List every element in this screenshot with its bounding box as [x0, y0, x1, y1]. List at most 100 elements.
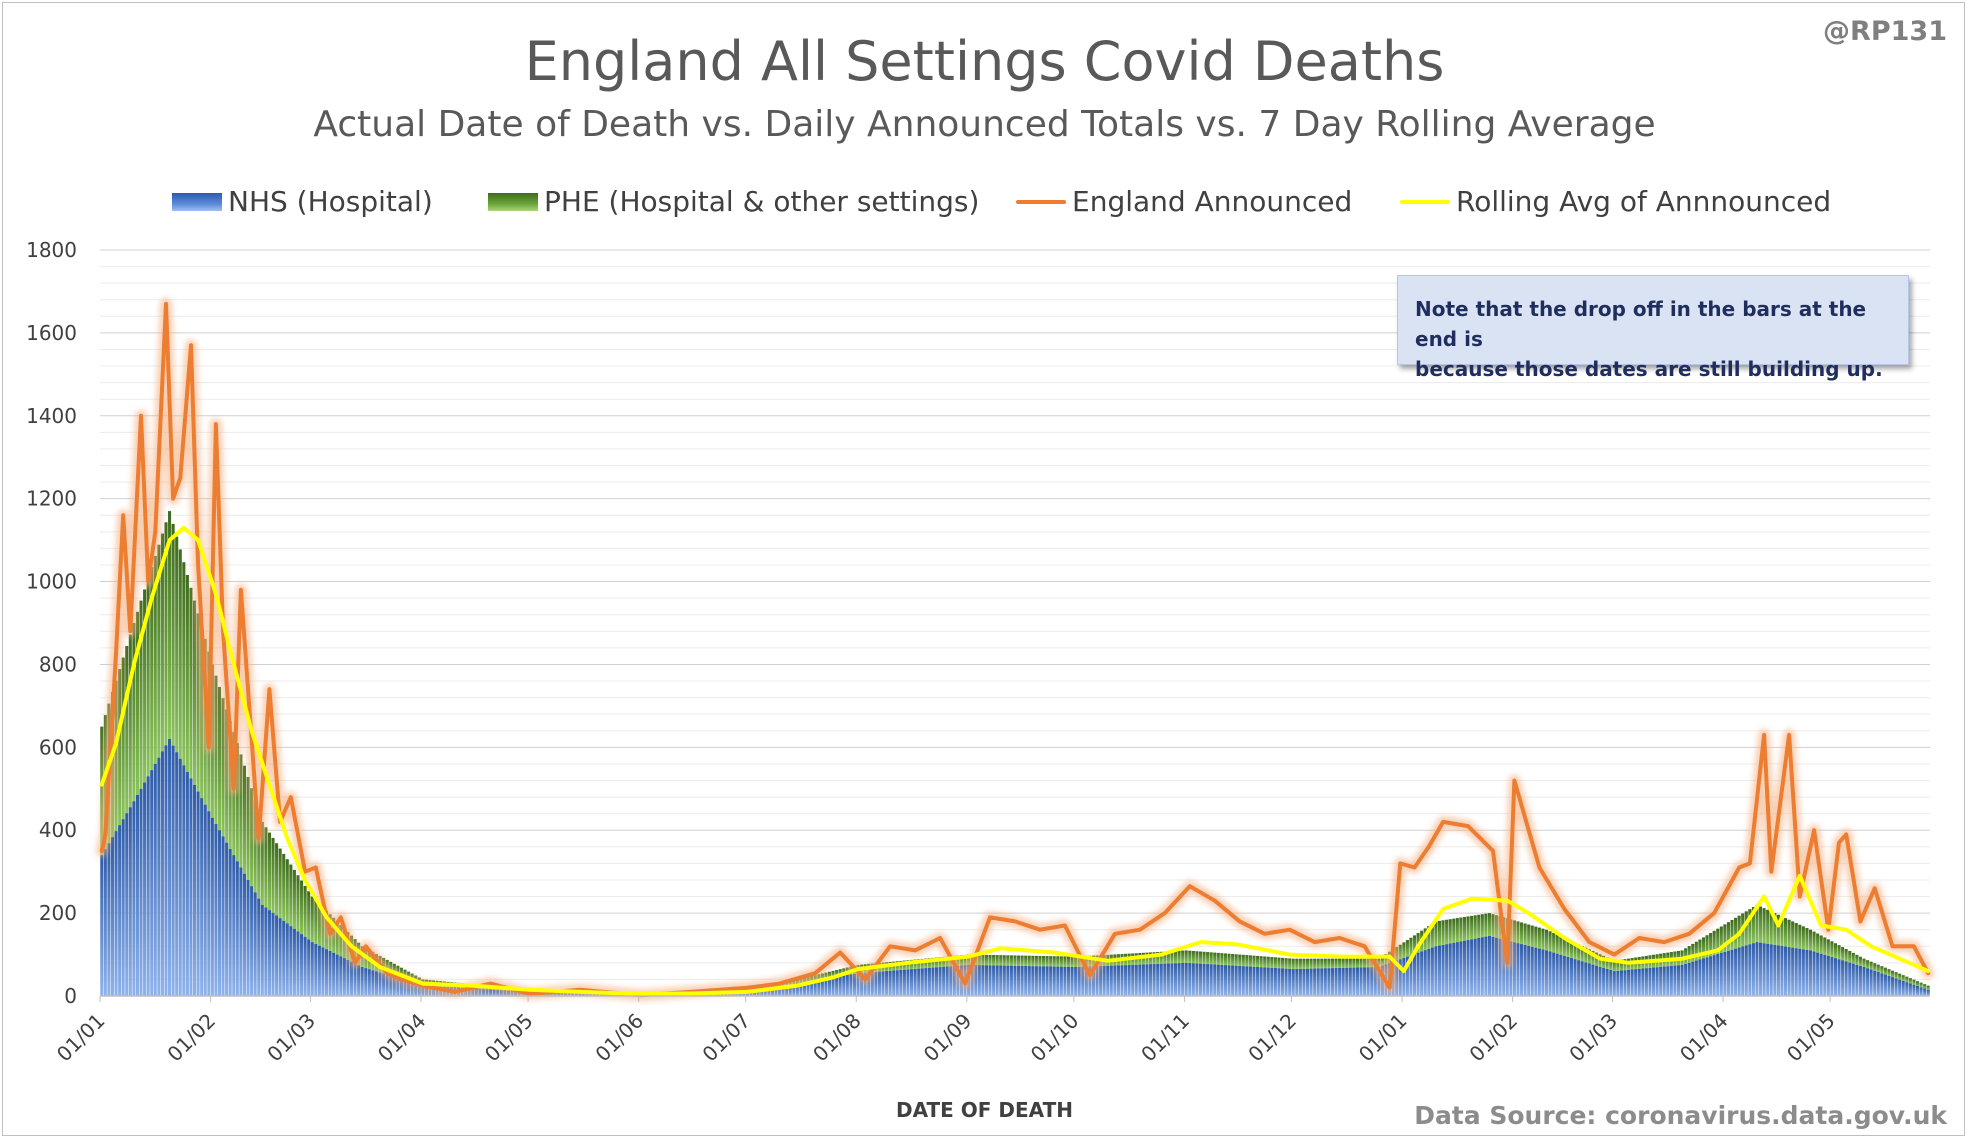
bar-phe: [1173, 951, 1178, 964]
author-handle: @RP131: [1823, 16, 1947, 47]
bar-nhs: [1141, 964, 1145, 996]
bar-nhs: [1755, 942, 1759, 996]
bar-nhs: [367, 969, 371, 996]
bar-nhs: [1780, 945, 1784, 996]
bar-nhs: [1555, 953, 1559, 996]
x-tick-label: 01/03: [1564, 1009, 1622, 1067]
bar-phe: [1823, 937, 1827, 955]
bar-nhs: [842, 975, 846, 996]
bar-nhs: [1109, 965, 1113, 996]
bar-nhs: [1020, 965, 1024, 996]
bar-nhs: [745, 991, 749, 996]
bar-nhs: [1473, 938, 1477, 996]
bar-nhs: [1256, 966, 1260, 996]
bar-phe: [1862, 958, 1866, 967]
bar-nhs: [1034, 966, 1038, 996]
bar-nhs: [1295, 968, 1299, 996]
bar-nhs: [1056, 966, 1060, 996]
bar-nhs: [1102, 965, 1106, 996]
bar-nhs: [1905, 982, 1909, 996]
bar-nhs: [984, 965, 988, 996]
bar-phe: [1188, 950, 1192, 964]
bar-nhs: [1009, 965, 1013, 996]
bar-phe: [1295, 958, 1299, 969]
bar-phe: [995, 955, 999, 966]
bar-nhs: [856, 973, 860, 996]
bar-nhs: [1923, 988, 1927, 996]
bar-nhs: [1345, 967, 1349, 996]
bar-nhs: [1138, 964, 1142, 996]
bar-phe: [1256, 955, 1260, 967]
bar-phe: [1530, 925, 1534, 947]
bar-nhs: [927, 967, 931, 996]
bar-phe: [1045, 956, 1049, 967]
bar-phe: [1552, 932, 1556, 953]
bar-nhs: [1901, 980, 1905, 996]
bar-nhs: [324, 949, 329, 996]
bar-phe: [1791, 921, 1795, 948]
bar-phe: [1619, 959, 1623, 971]
bar-phe: [1766, 909, 1770, 944]
bar-nhs: [1719, 952, 1723, 996]
bar-phe: [1066, 956, 1071, 967]
bar-nhs: [110, 837, 115, 996]
bar-nhs: [1634, 969, 1638, 996]
bar-nhs: [1523, 944, 1527, 996]
bar-phe: [1288, 958, 1292, 969]
bar-nhs: [1459, 941, 1463, 996]
bar-phe: [1523, 923, 1527, 945]
bar-phe: [1434, 921, 1438, 947]
bar-nhs: [1616, 970, 1620, 996]
bar-phe: [924, 958, 928, 969]
bar-phe: [1470, 915, 1474, 940]
bar-phe: [1609, 959, 1613, 971]
bar-nhs: [1170, 963, 1174, 996]
bar-phe: [838, 969, 842, 977]
bar-nhs: [1873, 970, 1877, 996]
legend-item-england-announced: England Announced: [1016, 185, 1352, 218]
bar-nhs: [121, 819, 125, 996]
bar-nhs: [282, 920, 286, 996]
bar-nhs: [1195, 963, 1199, 996]
bar-nhs: [1862, 966, 1866, 996]
bar-phe: [938, 957, 942, 968]
bar-nhs: [1816, 952, 1820, 996]
bar-phe: [1773, 913, 1777, 945]
bar-phe: [1462, 916, 1467, 941]
bar-phe: [1241, 954, 1245, 967]
bar-phe: [1455, 918, 1459, 943]
bar-nhs: [906, 969, 910, 996]
bar-nhs: [335, 954, 339, 996]
bar-phe: [1537, 927, 1541, 949]
bar-nhs: [810, 981, 814, 996]
bar-phe: [959, 955, 964, 966]
bar-phe: [125, 646, 129, 814]
bar-phe: [1348, 958, 1352, 968]
legend-label-england-announced: England Announced: [1072, 185, 1353, 218]
bar-phe: [1181, 950, 1185, 963]
legend: NHS (Hospital) PHE (Hospital & other set…: [0, 185, 1969, 225]
bar-phe: [1858, 956, 1862, 966]
bar-nhs: [1484, 936, 1488, 996]
y-tick-label: 400: [39, 818, 77, 842]
bar-nhs: [1181, 962, 1185, 996]
x-tick-label: 01/01: [1354, 1009, 1412, 1067]
bar-nhs: [1206, 964, 1210, 996]
bar-nhs: [1145, 964, 1149, 996]
bar-nhs: [827, 978, 832, 996]
bar-phe: [1477, 914, 1481, 938]
bar-nhs: [1520, 944, 1524, 996]
bar-phe: [1566, 939, 1570, 957]
gridlines: [100, 249, 1930, 980]
bar-nhs: [1723, 951, 1727, 996]
bar-phe: [296, 875, 300, 932]
bar-nhs: [931, 967, 935, 996]
bar-phe: [1759, 906, 1763, 943]
bar-nhs: [1266, 967, 1270, 996]
bar-nhs: [1395, 960, 1399, 996]
bar-nhs: [1291, 969, 1295, 996]
bar-phe: [988, 954, 992, 966]
bar-nhs: [1858, 965, 1862, 996]
bar-nhs: [1837, 959, 1841, 996]
bar-phe: [1227, 953, 1231, 966]
